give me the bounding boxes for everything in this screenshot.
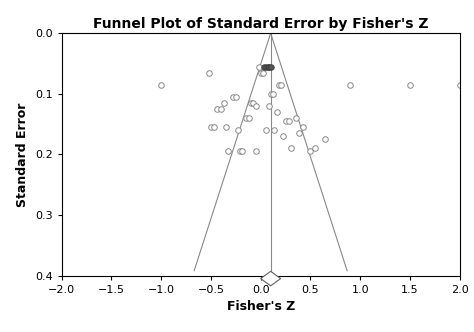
Y-axis label: Standard Error: Standard Error xyxy=(16,102,29,207)
Title: Funnel Plot of Standard Error by Fisher's Z: Funnel Plot of Standard Error by Fisher'… xyxy=(93,17,428,31)
Polygon shape xyxy=(261,271,281,286)
X-axis label: Fisher's Z: Fisher's Z xyxy=(227,300,295,313)
